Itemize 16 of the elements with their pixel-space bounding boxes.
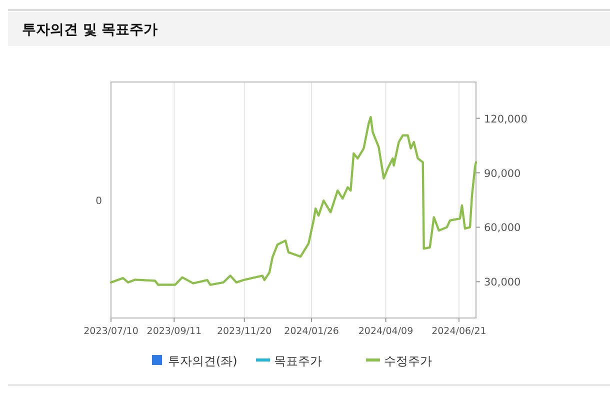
x-tick-label: 2024/04/09: [358, 326, 414, 337]
y2-tick-label: 120,000: [484, 113, 528, 126]
text: 0: [96, 196, 102, 207]
x-tick-label: 2024/06/21: [432, 326, 486, 337]
x-tick-label: 2023/07/10: [84, 326, 138, 337]
x-tick-label: 2024/01/26: [284, 326, 339, 337]
line-series: [110, 116, 478, 286]
y2-tick-label: 30,000: [484, 276, 521, 289]
chart-title: 투자의견 및 목표주가: [22, 22, 158, 38]
legend-label: 투자의견(좌): [168, 354, 238, 368]
y2-tick-label: 60,000: [484, 222, 521, 234]
x-tick-label: 2023/11/20: [216, 326, 272, 337]
legend-label: 목표주가: [274, 354, 322, 368]
legend-label: 수정주가: [384, 354, 432, 368]
x-tick-label: 2023/09/11: [146, 326, 202, 337]
y2-tick-label: 90,000: [484, 168, 521, 180]
